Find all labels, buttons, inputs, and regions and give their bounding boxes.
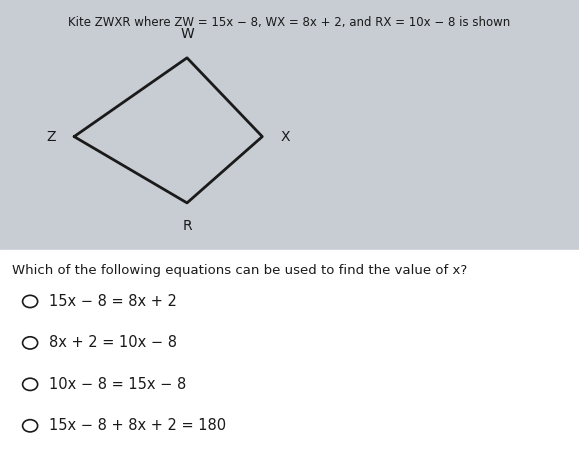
Text: X: X (281, 130, 290, 144)
Text: W: W (180, 27, 194, 41)
Text: Z: Z (46, 130, 56, 144)
Text: R: R (182, 219, 192, 234)
Text: 15x − 8 + 8x + 2 = 180: 15x − 8 + 8x + 2 = 180 (49, 418, 226, 433)
Bar (0, 250, 579, 471)
Bar (0, 0, 579, 250)
Text: Which of the following equations can be used to find the value of x?: Which of the following equations can be … (12, 264, 467, 277)
Text: 8x + 2 = 10x − 8: 8x + 2 = 10x − 8 (49, 335, 177, 350)
Text: 15x − 8 = 8x + 2: 15x − 8 = 8x + 2 (49, 294, 177, 309)
Text: Kite ZWXR where ZW = 15x − 8, WX = 8x + 2, and RX = 10x − 8 is shown: Kite ZWXR where ZW = 15x − 8, WX = 8x + … (68, 16, 511, 30)
Text: 10x − 8 = 15x − 8: 10x − 8 = 15x − 8 (49, 377, 186, 392)
